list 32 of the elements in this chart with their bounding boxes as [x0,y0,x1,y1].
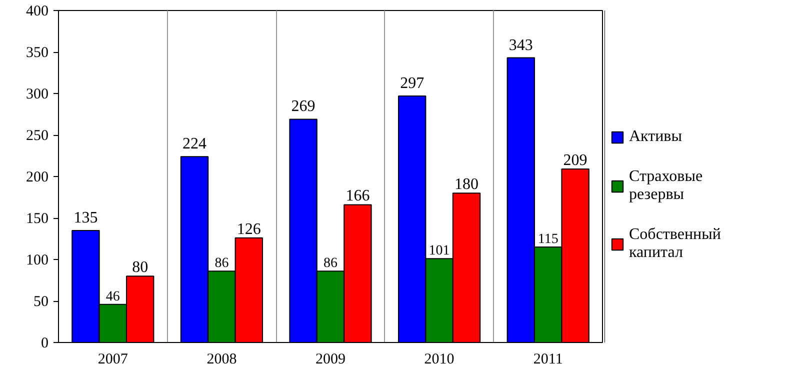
legend-label: Собственный капитал [629,226,721,262]
data-label: 46 [106,289,120,304]
data-label: 80 [132,259,148,276]
data-label: 101 [428,244,450,259]
data-label: 115 [538,232,558,248]
x-tick-label: 2007 [98,352,128,368]
y-tick-label: 100 [26,252,48,268]
data-label: 343 [508,36,533,54]
x-tick-label: 2011 [533,352,563,368]
y-tick-label: 400 [26,4,48,20]
legend-label: Активы [629,128,682,146]
data-label: 126 [236,220,261,238]
y-tick-label: 350 [26,45,48,61]
data-label: 297 [400,74,424,92]
data-label: 166 [346,188,370,205]
y-tick-label: 150 [26,211,48,227]
data-label: 224 [182,136,206,153]
y-tick-label: 250 [26,128,48,144]
data-label: 180 [454,176,478,194]
data-label: 86 [214,256,229,272]
data-label: 209 [563,152,588,170]
x-tick-label: 2010 [424,352,454,368]
data-label: 135 [74,209,98,226]
y-tick-label: 200 [26,170,48,186]
legend-label: Страховые резервы [629,168,703,204]
y-tick-label: 300 [26,86,48,102]
data-label: 269 [291,98,316,116]
data-label: 86 [324,256,338,272]
y-tick-label: 50 [34,294,48,310]
y-tick-label: 0 [41,336,48,352]
x-tick-label: 2009 [316,352,346,368]
x-tick-label: 2008 [206,352,237,368]
